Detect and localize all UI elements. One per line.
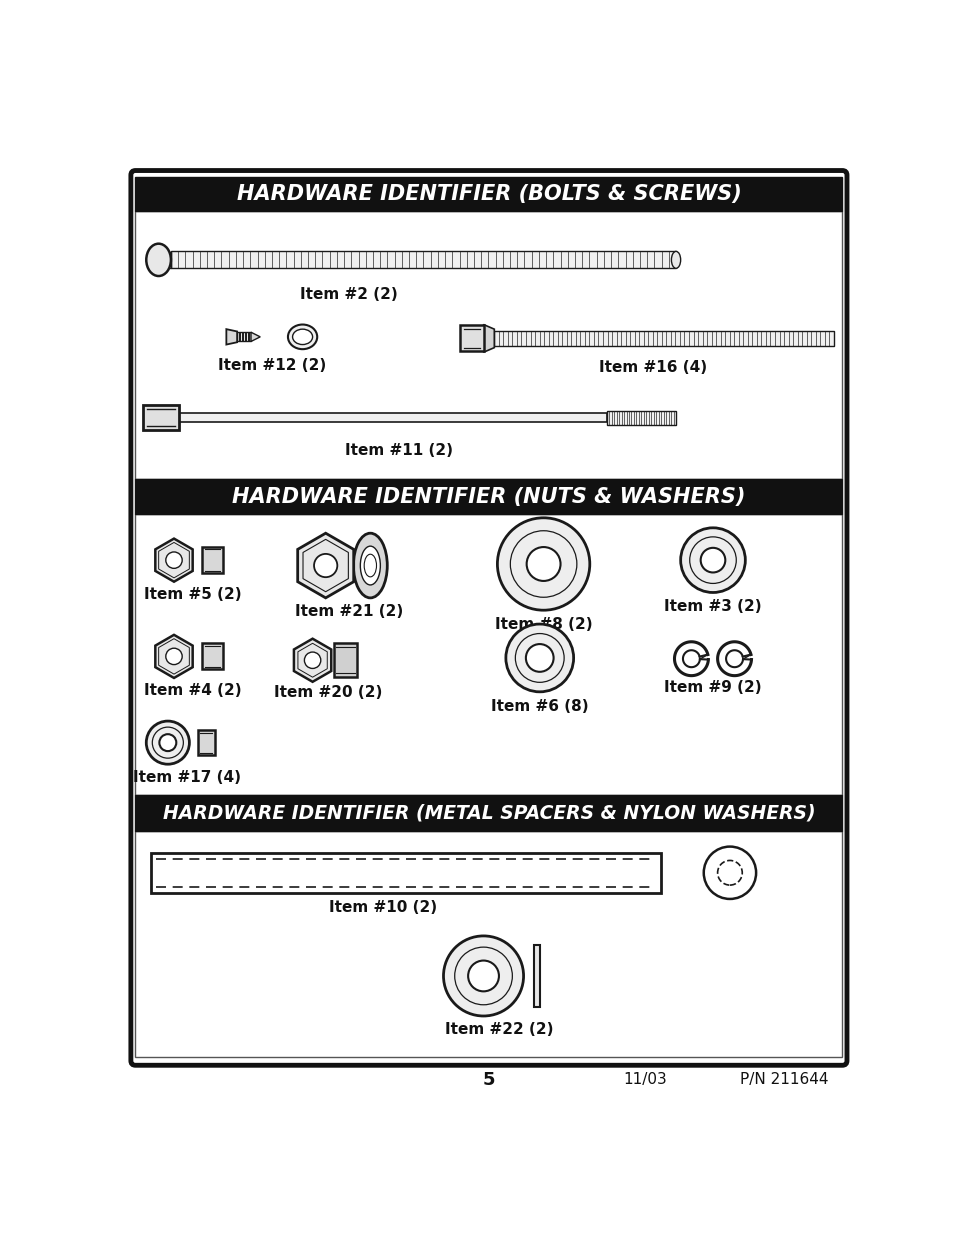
Circle shape bbox=[314, 555, 337, 577]
Circle shape bbox=[703, 846, 756, 899]
Text: Item #22 (2): Item #22 (2) bbox=[444, 1023, 553, 1037]
FancyBboxPatch shape bbox=[131, 170, 846, 1066]
Polygon shape bbox=[143, 405, 178, 430]
Ellipse shape bbox=[288, 325, 317, 350]
Circle shape bbox=[146, 721, 190, 764]
Text: Item #10 (2): Item #10 (2) bbox=[329, 900, 437, 915]
Polygon shape bbox=[202, 547, 222, 573]
Text: Item #21 (2): Item #21 (2) bbox=[294, 604, 402, 619]
Polygon shape bbox=[135, 479, 841, 514]
Text: Item #20 (2): Item #20 (2) bbox=[274, 685, 382, 700]
Circle shape bbox=[679, 527, 744, 593]
Polygon shape bbox=[155, 538, 193, 582]
Text: Item #16 (4): Item #16 (4) bbox=[598, 359, 706, 375]
Polygon shape bbox=[135, 831, 841, 1057]
Text: HARDWARE IDENTIFIER (BOLTS & SCREWS): HARDWARE IDENTIFIER (BOLTS & SCREWS) bbox=[236, 184, 740, 204]
Text: Item #9 (2): Item #9 (2) bbox=[663, 680, 761, 695]
Polygon shape bbox=[151, 852, 659, 893]
Text: 5: 5 bbox=[482, 1071, 495, 1089]
Text: Item #8 (2): Item #8 (2) bbox=[495, 618, 592, 632]
Circle shape bbox=[525, 645, 553, 672]
Text: Item #11 (2): Item #11 (2) bbox=[344, 443, 453, 458]
Circle shape bbox=[526, 547, 560, 580]
Text: HARDWARE IDENTIFIER (NUTS & WASHERS): HARDWARE IDENTIFIER (NUTS & WASHERS) bbox=[232, 487, 745, 506]
Text: Item #17 (4): Item #17 (4) bbox=[133, 769, 241, 784]
Ellipse shape bbox=[293, 330, 313, 345]
Polygon shape bbox=[197, 730, 214, 755]
Polygon shape bbox=[178, 412, 606, 422]
Polygon shape bbox=[202, 643, 222, 669]
Circle shape bbox=[700, 548, 724, 573]
Polygon shape bbox=[135, 211, 841, 479]
Polygon shape bbox=[171, 252, 676, 268]
Text: Item #12 (2): Item #12 (2) bbox=[217, 358, 326, 373]
Polygon shape bbox=[135, 514, 841, 795]
Polygon shape bbox=[237, 332, 251, 341]
Polygon shape bbox=[494, 331, 833, 346]
Circle shape bbox=[166, 648, 182, 664]
Polygon shape bbox=[251, 332, 260, 341]
Polygon shape bbox=[226, 330, 237, 345]
Polygon shape bbox=[334, 643, 356, 677]
Circle shape bbox=[717, 861, 741, 885]
Polygon shape bbox=[152, 252, 171, 268]
Circle shape bbox=[497, 517, 589, 610]
Text: Item #6 (8): Item #6 (8) bbox=[491, 699, 588, 714]
Ellipse shape bbox=[671, 252, 679, 268]
Ellipse shape bbox=[353, 534, 387, 598]
Polygon shape bbox=[155, 635, 193, 678]
Text: Item #4 (2): Item #4 (2) bbox=[144, 683, 242, 698]
Polygon shape bbox=[135, 795, 841, 831]
Polygon shape bbox=[606, 411, 676, 425]
Ellipse shape bbox=[360, 546, 380, 585]
Text: HARDWARE IDENTIFIER (METAL SPACERS & NYLON WASHERS): HARDWARE IDENTIFIER (METAL SPACERS & NYL… bbox=[162, 804, 815, 823]
Circle shape bbox=[166, 552, 182, 568]
Circle shape bbox=[468, 961, 498, 992]
Ellipse shape bbox=[146, 243, 171, 275]
Text: Item #5 (2): Item #5 (2) bbox=[144, 587, 242, 603]
Text: P/N 211644: P/N 211644 bbox=[739, 1072, 827, 1087]
Circle shape bbox=[304, 652, 320, 668]
Circle shape bbox=[505, 624, 573, 692]
Polygon shape bbox=[483, 325, 494, 352]
Circle shape bbox=[443, 936, 523, 1016]
Polygon shape bbox=[294, 638, 331, 682]
Polygon shape bbox=[135, 177, 841, 211]
Polygon shape bbox=[297, 534, 354, 598]
Polygon shape bbox=[460, 325, 483, 352]
Text: Item #3 (2): Item #3 (2) bbox=[663, 599, 761, 614]
Circle shape bbox=[159, 734, 176, 751]
Text: 11/03: 11/03 bbox=[622, 1072, 666, 1087]
Text: Item #2 (2): Item #2 (2) bbox=[299, 287, 397, 301]
Polygon shape bbox=[533, 945, 539, 1007]
